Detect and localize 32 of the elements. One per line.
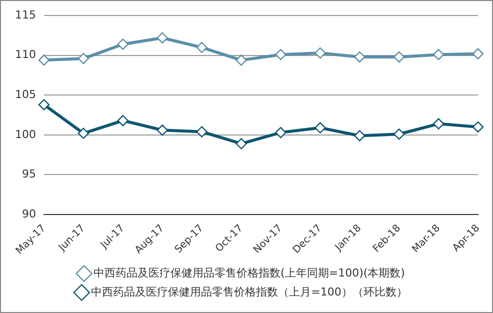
point: [432, 118, 444, 130]
point: [156, 32, 168, 44]
point: [275, 126, 286, 138]
point: [156, 124, 168, 136]
point: [196, 126, 208, 138]
point: [117, 38, 129, 50]
point: [38, 99, 50, 110]
point: [117, 115, 129, 126]
point: [393, 51, 405, 63]
point: [236, 54, 247, 66]
point: [472, 121, 484, 133]
y-tick-label: 100: [14, 128, 36, 141]
point: [78, 52, 90, 64]
point: [275, 48, 286, 60]
legend-label: 中西药品及医疗保健用品零售价格指数（上月=100）（环比数）: [91, 285, 408, 298]
point: [393, 128, 405, 140]
point: [472, 48, 484, 60]
y-tick-label: 90: [22, 207, 36, 220]
point: [236, 138, 247, 150]
point: [78, 128, 90, 139]
point: [354, 51, 366, 63]
point: [314, 122, 326, 134]
y-tick-label: 105: [14, 88, 36, 102]
y-tick-label: 115: [14, 8, 36, 22]
y-tick-label: 110: [14, 48, 36, 62]
legend-label: 中西药品及医疗保健用品零售价格指数(上年同期=100)(本期数): [94, 266, 405, 280]
y-tick-label: 95: [22, 168, 36, 181]
point: [354, 130, 366, 142]
point: [432, 48, 444, 60]
point: [314, 47, 326, 59]
point: [38, 54, 50, 66]
point: [196, 42, 208, 54]
